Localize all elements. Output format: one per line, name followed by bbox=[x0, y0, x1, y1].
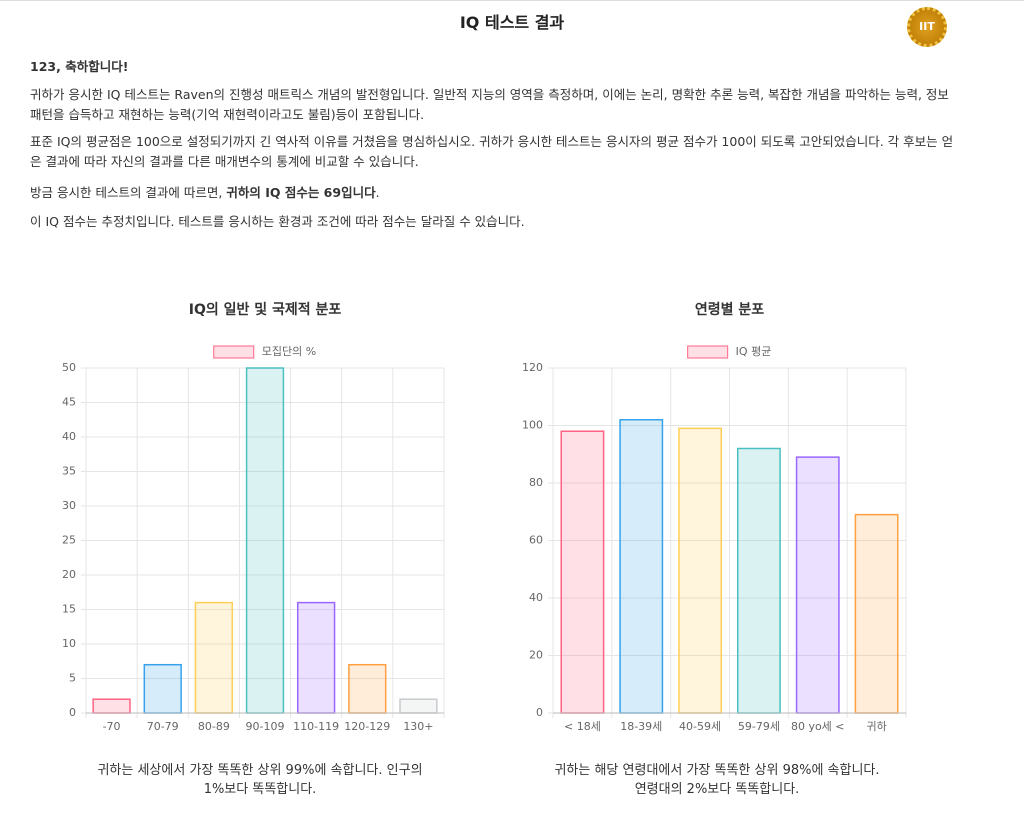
x-tick-label: < 18세 bbox=[564, 720, 601, 733]
x-tick-label: 90-109 bbox=[246, 720, 285, 733]
y-tick-label: 10 bbox=[62, 637, 76, 650]
bar bbox=[854, 513, 899, 714]
bar bbox=[678, 427, 723, 714]
y-tick-label: 20 bbox=[62, 568, 76, 581]
y-tick-label: 20 bbox=[529, 649, 543, 662]
y-tick-label: 0 bbox=[69, 706, 76, 719]
caption: 귀하는 세상에서 가장 똑똑한 상위 99%에 속합니다. 인구의 1%보다 똑… bbox=[97, 763, 423, 797]
bar bbox=[399, 698, 438, 714]
bar bbox=[143, 663, 182, 714]
x-tick-label: 59-79세 bbox=[738, 720, 780, 733]
bar bbox=[736, 447, 781, 714]
y-tick-label: 80 bbox=[529, 476, 543, 489]
text: 방금 응시한 테스트의 결과에 따르면, bbox=[30, 185, 227, 200]
iq-score: 귀하의 IQ 점수는 69입니다 bbox=[226, 185, 376, 200]
bar bbox=[194, 601, 234, 714]
bar bbox=[560, 430, 605, 714]
y-tick-label: 40 bbox=[62, 430, 76, 443]
x-tick-label: 70-79 bbox=[147, 720, 179, 733]
x-tick-label: 80-89 bbox=[198, 720, 230, 733]
x-tick-label: -70 bbox=[103, 720, 121, 733]
y-tick-label: 5 bbox=[69, 672, 76, 685]
y-tick-label: 100 bbox=[522, 419, 543, 432]
bar bbox=[92, 698, 131, 714]
paragraph: 귀하가 응시한 IQ 테스트는 Raven의 진행성 매트릭스 개념의 발전형입… bbox=[30, 87, 949, 122]
bar bbox=[296, 601, 336, 714]
y-tick-label: 15 bbox=[62, 603, 76, 616]
y-tick-label: 0 bbox=[536, 706, 543, 719]
x-tick-label: 130+ bbox=[403, 720, 433, 733]
x-tick-label: 귀하 bbox=[866, 719, 886, 733]
paragraph: 이 IQ 점수는 추정치입니다. 테스트를 응시하는 환경과 조건에 따라 점수… bbox=[30, 214, 525, 229]
heading: 123, 축하합니다! bbox=[30, 59, 129, 74]
x-tick-label: 120-129 bbox=[344, 720, 390, 733]
bar bbox=[245, 367, 285, 714]
x-tick-label: 110-119 bbox=[293, 720, 339, 733]
y-tick-label: 35 bbox=[62, 465, 76, 478]
y-tick-label: 60 bbox=[529, 534, 543, 547]
caption: 귀하는 해당 연령대에서 가장 똑똑한 상위 98%에 속합니다. 연령대의 2… bbox=[554, 763, 880, 797]
y-tick-label: 40 bbox=[529, 591, 543, 604]
legend-swatch bbox=[687, 345, 729, 359]
y-tick-label: 45 bbox=[62, 396, 76, 409]
legend-label: 모집단의 % bbox=[262, 345, 316, 358]
x-tick-label: 18-39세 bbox=[620, 720, 662, 733]
paragraph: 표준 IQ의 평균점은 100으로 설정되기까지 긴 역사적 이유를 거쳤음을 … bbox=[30, 134, 954, 169]
bar bbox=[348, 663, 387, 714]
chart-title: IQ의 일반 및 국제적 분포 bbox=[189, 301, 342, 318]
chart-title: 연령별 분포 bbox=[695, 301, 764, 318]
y-tick-label: 30 bbox=[62, 499, 76, 512]
legend-swatch bbox=[213, 345, 255, 359]
x-tick-label: 40-59세 bbox=[679, 720, 721, 733]
page-title: IQ 테스트 결과 bbox=[459, 13, 565, 32]
x-tick-label: 80 yo세 < bbox=[791, 720, 845, 733]
bar bbox=[795, 456, 840, 714]
y-tick-label: 25 bbox=[62, 534, 76, 547]
paragraph: 방금 응시한 테스트의 결과에 따르면, 귀하의 IQ 점수는 69입니다. bbox=[30, 183, 960, 203]
legend-label: IQ 평균 bbox=[736, 345, 772, 358]
y-tick-label: 50 bbox=[62, 361, 76, 374]
bar bbox=[619, 419, 664, 714]
y-tick-label: 120 bbox=[522, 361, 543, 374]
text: . bbox=[375, 185, 380, 200]
badge: IIT bbox=[907, 7, 947, 47]
